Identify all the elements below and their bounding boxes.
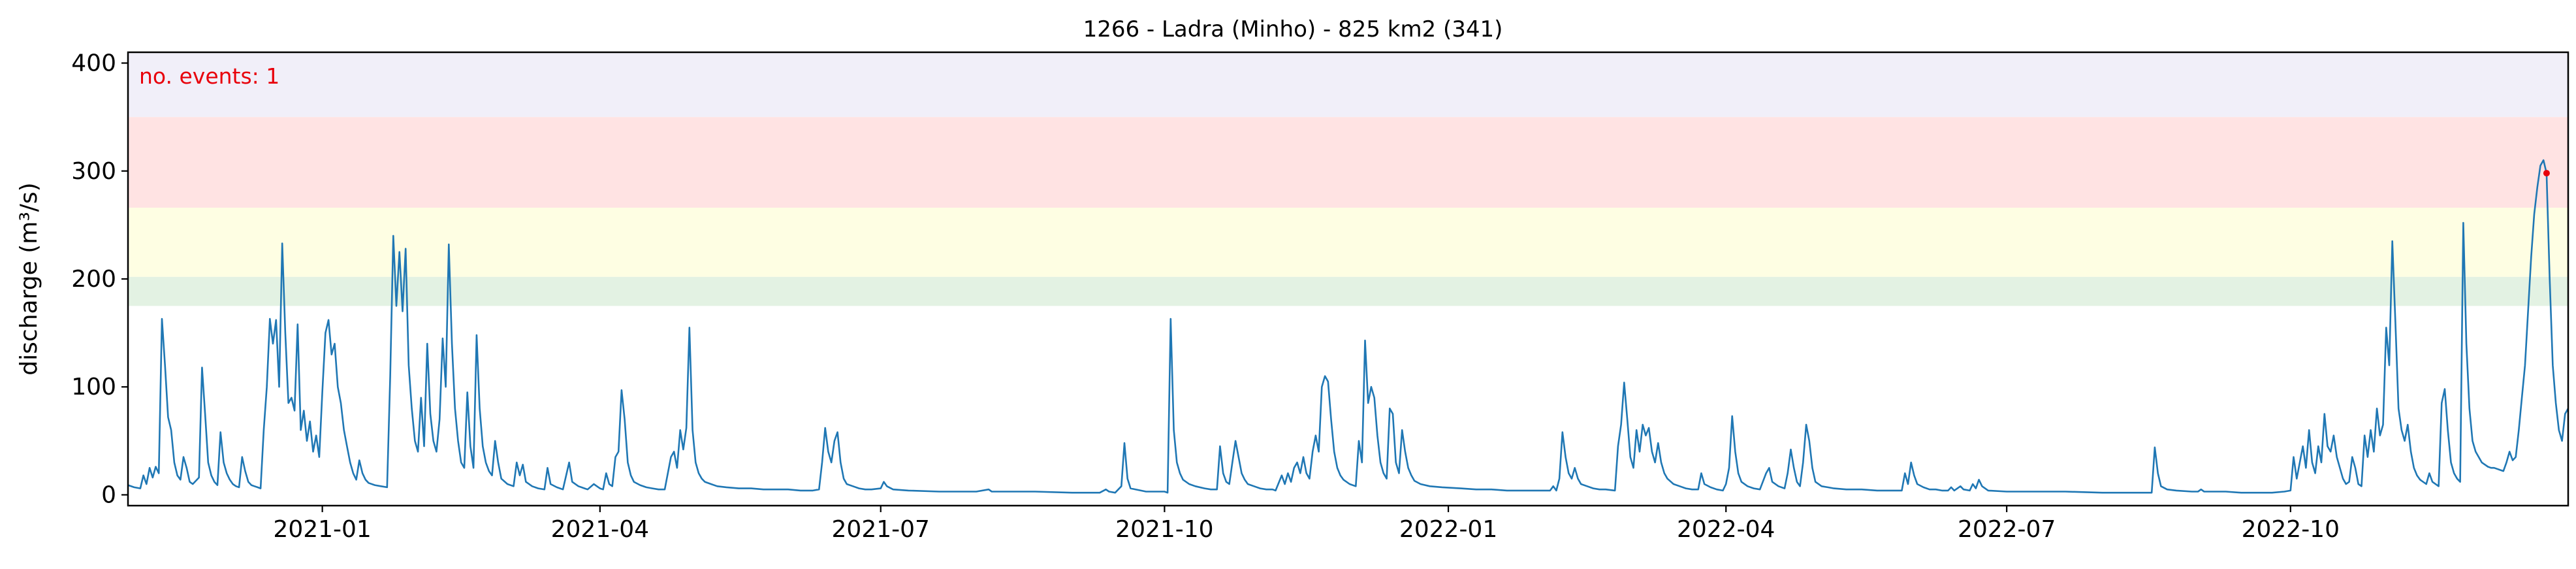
x-tick-label: 2022-10	[2242, 516, 2340, 543]
x-tick-label: 2021-07	[832, 516, 930, 543]
threshold-band-2	[128, 117, 2568, 208]
y-axis: 0 100 200 300 400	[71, 50, 128, 508]
x-tick-label: 2022-04	[1677, 516, 1775, 543]
y-axis-label: discharge (m³/s)	[16, 182, 42, 375]
plot-area	[127, 159, 2569, 494]
chart-title: 1266 - Ladra (Minho) - 825 km2 (341)	[1083, 16, 1503, 42]
x-tick-label: 2022-01	[1399, 516, 1497, 543]
x-tick-label: 2021-04	[551, 516, 649, 543]
threshold-band-3	[128, 52, 2568, 118]
x-tick-label: 2021-10	[1115, 516, 1213, 543]
threshold-bands	[128, 52, 2568, 306]
threshold-band-0	[128, 276, 2568, 306]
events-annotation: no. events: 1	[139, 63, 279, 89]
x-tick-label: 2022-07	[1958, 516, 2056, 543]
y-tick-label: 200	[71, 266, 116, 293]
y-tick-label: 400	[71, 50, 116, 77]
x-axis: 2021-01 2021-04 2021-07 2021-10 2022-01 2022-…	[273, 506, 2340, 543]
series-line-0	[127, 159, 2569, 494]
y-tick-label: 0	[101, 481, 116, 508]
x-tick-label: 2021-01	[273, 516, 371, 543]
event-marker-0	[2543, 170, 2550, 177]
y-tick-label: 100	[71, 374, 116, 400]
threshold-band-1	[128, 207, 2568, 277]
event-markers	[2543, 170, 2550, 177]
discharge-series	[127, 159, 2569, 494]
y-tick-label: 300	[71, 158, 116, 185]
